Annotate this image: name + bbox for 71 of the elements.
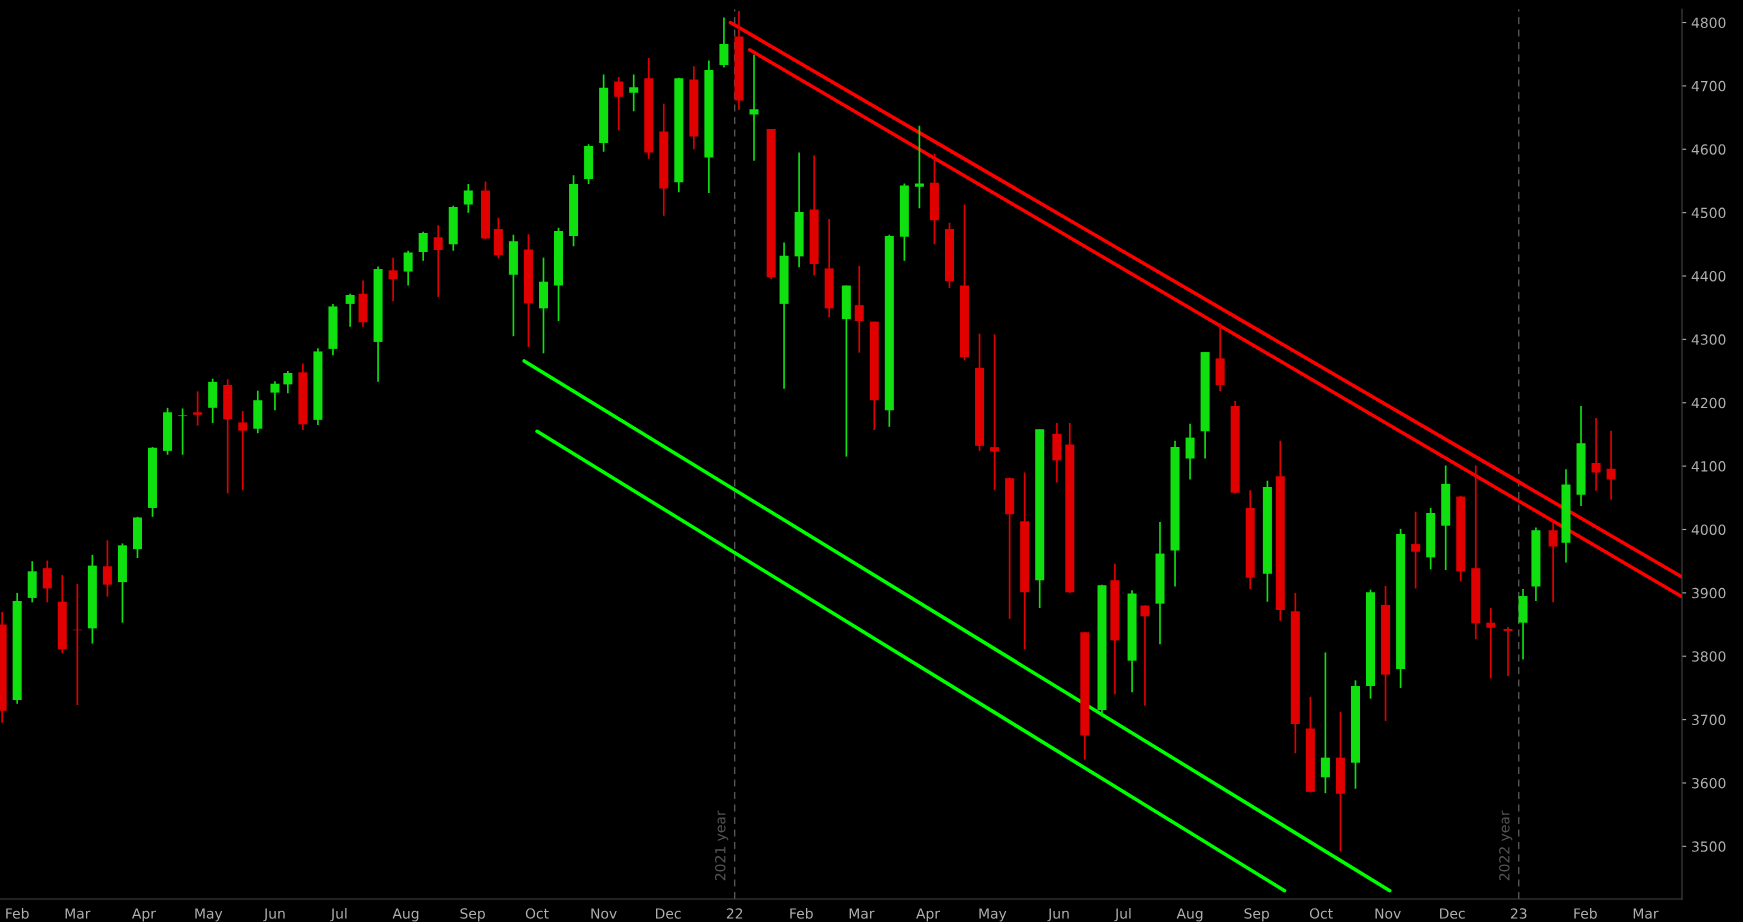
x-tick-label: Apr [132,908,156,922]
candlestick [1486,607,1496,680]
x-tick-label: Dec [1440,908,1465,919]
y-tick-label: 4300 [1691,334,1726,345]
y-tick-label: 4700 [1691,80,1726,92]
candlestick [914,124,924,210]
candlestick [403,249,413,287]
candlestick [629,73,639,113]
y-tick-label: 3700 [1692,714,1726,726]
candlestick [238,410,248,492]
y-tick-label: 4400 [1691,270,1726,282]
candlestick [345,292,355,328]
candlestick [1320,651,1330,794]
y-tick-label: 3500 [1692,841,1726,852]
x-tick-label: Oct [525,908,549,919]
x-tick-label: May [195,908,223,922]
ref-line-label: 2021 year [715,810,729,881]
candlestick [418,230,428,262]
x-tick-label: Jun [263,908,285,922]
x-tick-label: Dec [656,908,681,919]
candlestick [1548,519,1558,604]
x-tick-label: May [979,908,1007,922]
x-tick-label: Mar [1633,908,1659,919]
candlestick [193,390,203,427]
y-tick-label: 4200 [1691,397,1726,409]
candlestick [854,265,864,354]
candlestick [1411,510,1421,590]
y-tick-label: 4800 [1691,17,1726,28]
candlestick [719,16,729,69]
candlestick [1591,417,1601,492]
candlestick [1140,604,1150,707]
x-tick-label: Apr [916,908,941,922]
candlestick [102,539,112,598]
candlestick [42,559,52,604]
x-tick-label: Aug [392,908,419,922]
candlestick [433,224,443,298]
candlestick [270,380,280,412]
x-tick-label: Nov [591,908,617,919]
x-tick-label: Aug [1176,908,1203,922]
x-tick-label: Oct [1309,908,1333,919]
x-tick-label: Jul [1114,907,1131,922]
y-tick-label: 3900 [1692,587,1726,599]
x-tick-label: Feb [1574,907,1597,919]
x-tick-label: 23 [1510,908,1527,919]
candlestick [388,256,398,303]
x-tick-label: Feb [790,907,813,919]
candlestick [1503,626,1513,677]
y-tick-label: 4600 [1691,144,1726,155]
x-tick-label: Jun [1047,908,1069,922]
candlestick [463,183,473,214]
candlestick [178,407,188,456]
candlestick [749,54,759,162]
x-tick-label: Mar [849,908,875,919]
x-tick-label: Nov [1375,908,1401,919]
x-tick-label: Sep [1244,908,1269,922]
candlestick [614,76,624,132]
y-tick-label: 4500 [1691,207,1726,219]
ref-line-label: 2022 year [1499,810,1513,881]
y-tick-label: 4000 [1691,524,1726,535]
candlestick [1606,429,1616,501]
x-tick-label: Jul [330,907,347,922]
y-tick-label: 3600 [1692,777,1726,789]
y-tick-label: 4100 [1691,461,1726,472]
x-tick-label: Sep [460,908,485,922]
candlestick [1185,422,1195,481]
candlestick [283,370,293,395]
y-tick-label: 3800 [1692,651,1726,662]
x-tick-label: Mar [65,908,91,919]
x-tick-label: 22 [726,908,743,919]
candlestick [990,333,1000,492]
x-tick-label: Feb [6,907,29,919]
